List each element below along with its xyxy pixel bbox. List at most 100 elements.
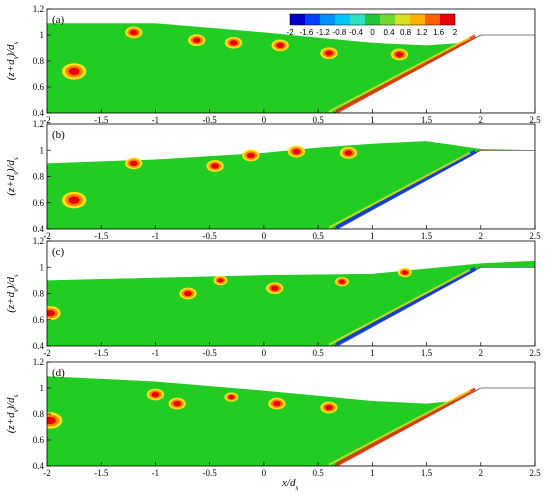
y-tick-label: 1: [40, 383, 45, 393]
y-tick-label: 1: [40, 30, 45, 40]
panel-label: (d): [52, 367, 65, 379]
vortex-4: [242, 149, 260, 162]
shear-layer: [335, 149, 477, 229]
colorbar-tick-label: -0.4: [349, 28, 363, 37]
colorbar-swatch: [395, 14, 410, 25]
colorbar-swatch: [335, 14, 350, 25]
shear-layer-edge: [328, 151, 471, 229]
x-tick-label: 0.5: [312, 231, 324, 241]
vortex-core: [151, 391, 160, 398]
vortex-core: [272, 400, 281, 407]
vortex-3: [187, 34, 206, 47]
colorbar-swatch: [290, 14, 305, 25]
x-tick-label: -1.5: [94, 231, 109, 241]
x-tick-label: 0: [262, 348, 267, 358]
colorbar-tick-label: 2: [453, 28, 458, 37]
y-tick-label: 0.6: [33, 198, 45, 208]
panel-field: [47, 141, 535, 229]
x-tick-label: 2: [479, 115, 484, 125]
x-tick-label: -0.5: [203, 115, 218, 125]
y-tick-label: 1: [40, 145, 45, 155]
y-axis-label: (z+ds)/ds: [5, 394, 20, 433]
vortex-2: [179, 287, 197, 300]
y-tick-label: 0.8: [33, 172, 45, 182]
y-tick-label: 0.4: [33, 461, 45, 471]
x-tick-label: 2.5: [529, 348, 541, 358]
vortex-5: [335, 276, 349, 287]
x-tick-label: -1: [152, 115, 160, 125]
x-tick-label: -0.5: [203, 468, 218, 478]
x-tick-label: 1.5: [421, 348, 433, 358]
vortex-2: [125, 157, 143, 170]
vortex-core: [47, 416, 56, 425]
panel-label: (c): [52, 246, 65, 258]
panel-1: (a) -2 -1.5 -1 -0.5 0 0.5 1 1.5 2 2.5 0.4 0.6 0.8 1 1.2…: [5, 4, 541, 125]
y-tick-label: 0.6: [33, 435, 45, 445]
x-tick-label: 2.5: [529, 231, 541, 241]
y-tick-label: 1: [40, 262, 45, 272]
vortex-core: [192, 37, 201, 43]
colorbar-tick-label: 0.8: [400, 28, 412, 37]
vortex-core: [68, 196, 80, 204]
y-tick-label: 0.8: [33, 289, 45, 299]
x-tick-label: -1.5: [94, 468, 109, 478]
x-tick-label: 2.5: [529, 115, 541, 125]
colorbar-tick-label: -2: [286, 28, 294, 37]
y-axis-label: (z+ds)/ds: [5, 274, 20, 313]
x-tick-label: -2: [43, 115, 51, 125]
x-tick-label: 2: [479, 231, 484, 241]
x-tick-label: 1: [370, 231, 375, 241]
x-tick-label: -1.5: [94, 348, 109, 358]
vortex-core: [338, 279, 346, 284]
x-tick-label: 0.5: [312, 468, 324, 478]
x-tick-label: 0.5: [312, 115, 324, 125]
y-tick-label: 0.4: [33, 108, 45, 118]
colorbar-swatch: [440, 14, 455, 25]
vortex-2: [125, 26, 143, 39]
colorbar-tick-label: -1.6: [300, 28, 314, 37]
colorbar-tick-label: -0.8: [333, 28, 347, 37]
colorbar: -2 -1.6 -1.2 -0.8 -0.4 0 0.4 0.8 1.2 1.6 2: [286, 13, 458, 37]
x-tick-label: 1: [370, 468, 375, 478]
vortex-core: [325, 404, 333, 411]
colorbar-swatch: [410, 14, 425, 25]
x-tick-label: 2: [479, 348, 484, 358]
vortex-core: [211, 163, 219, 169]
colorbar-frame: [289, 13, 456, 26]
vortex-6: [339, 146, 358, 159]
x-axis-label: x/ds: [281, 477, 298, 492]
y-tick-label: 0.8: [33, 409, 45, 419]
x-tick-label: -0.5: [203, 348, 218, 358]
vortex-6: [397, 267, 412, 278]
shear-layer-edge: [328, 389, 471, 466]
y-tick-label: 1.2: [33, 357, 44, 367]
vortex-4: [224, 392, 239, 402]
vortex-1: [47, 306, 61, 321]
x-tick-label: 1.5: [421, 468, 433, 478]
x-tick-label: 1.5: [421, 231, 433, 241]
shear-layer: [335, 34, 477, 113]
vortex-core: [68, 67, 80, 76]
vortex-core: [246, 152, 255, 159]
vortex-7: [390, 48, 409, 61]
colorbar-tick-label: -1.2: [316, 28, 330, 37]
shear-layer-edge: [328, 268, 471, 346]
x-tick-label: 1: [370, 348, 375, 358]
x-tick-label: -2: [43, 231, 51, 241]
x-tick-label: 0: [262, 115, 267, 125]
vortex-4: [224, 36, 243, 49]
vortex-core: [325, 50, 333, 56]
y-tick-label: 0.6: [33, 315, 45, 325]
y-tick-label: 1.2: [33, 119, 44, 129]
colorbar-swatch: [380, 14, 395, 25]
x-tick-label: 2.5: [529, 468, 541, 478]
panel-field: [47, 23, 535, 113]
vortex-core: [173, 400, 182, 407]
vortex-3: [206, 160, 224, 172]
colorbar-tick-label: 0.4: [383, 28, 395, 37]
x-tick-label: 0: [262, 468, 267, 478]
x-tick-label: 1: [370, 115, 375, 125]
vortex-1: [47, 412, 63, 429]
y-tick-label: 0.6: [33, 82, 45, 92]
